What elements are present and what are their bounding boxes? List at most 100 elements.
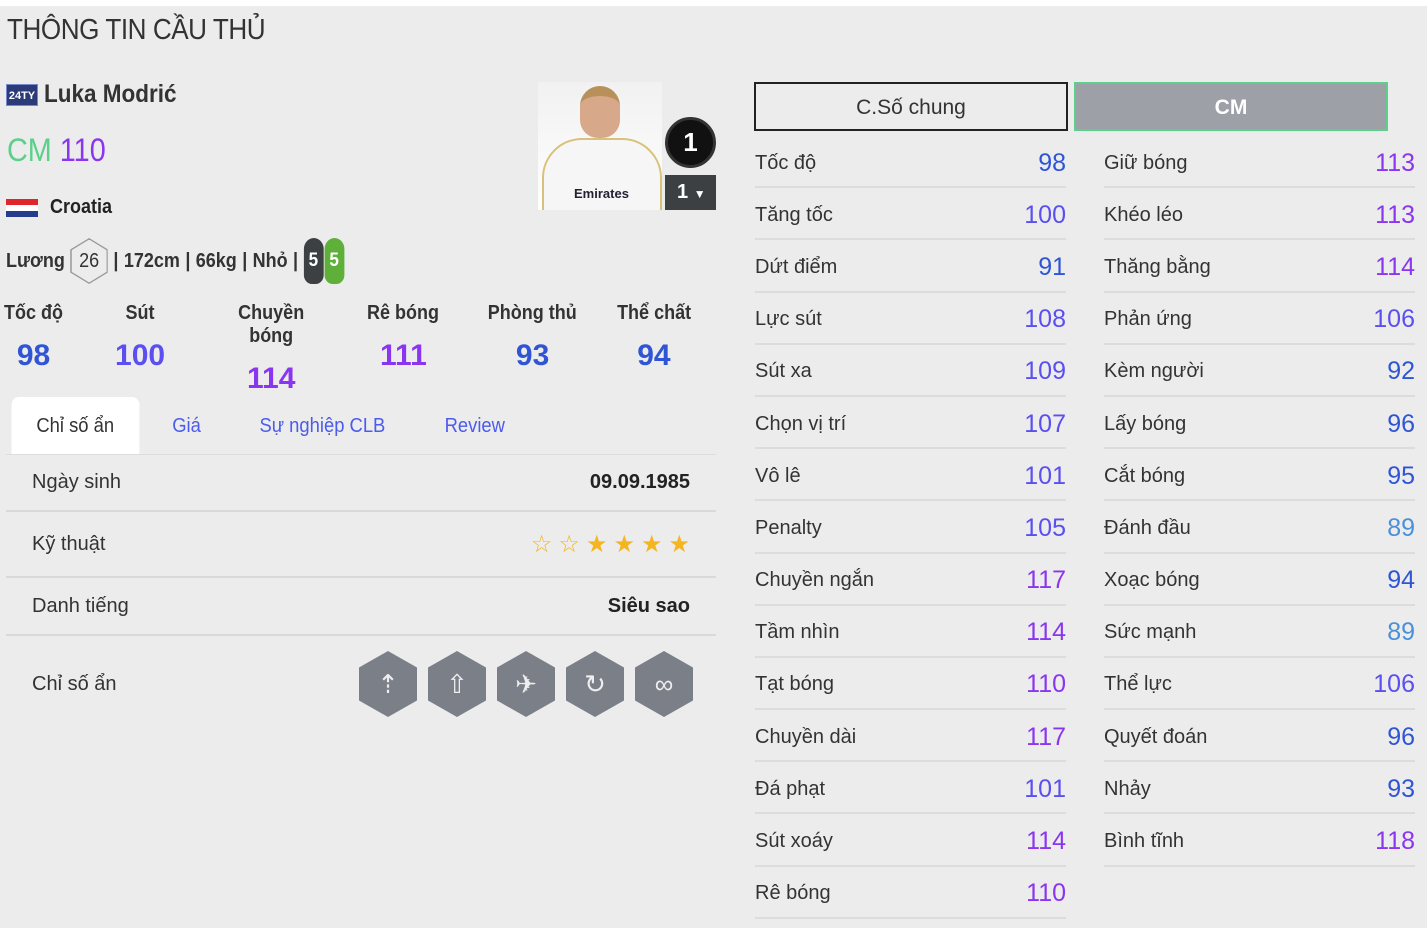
attribute-name: Đánh đầu [1104, 516, 1191, 539]
attribute-row: Sút xoáy 114 [755, 814, 1066, 867]
attribute-value: 93 [1387, 774, 1415, 803]
attribute-value: 109 [1024, 357, 1066, 386]
main-stat: Tốc độ 98 [0, 302, 67, 396]
attribute-value: 101 [1024, 774, 1066, 803]
attribute-name: Dứt điểm [755, 255, 838, 278]
attribute-name: Chuyền ngắn [755, 569, 874, 592]
player-name: Luka Modrić [44, 80, 177, 108]
attribute-row: Rê bóng 110 [755, 867, 1066, 919]
attribute-name: Lực sút [755, 308, 822, 331]
attribute-row: Bình tĩnh 118 [1104, 814, 1415, 867]
reputation: Siêu sao [607, 594, 690, 617]
birth-label: Ngày sinh [32, 471, 121, 493]
attribute-name: Penalty [755, 516, 822, 539]
skill-stars: ☆ ☆ ★ ★ ★ ★ [525, 530, 690, 559]
tab-2[interactable]: Sự nghiệp CLB [259, 415, 385, 437]
main-stat-value: 98 [16, 339, 51, 372]
player-photo: Emirates [538, 82, 662, 210]
attribute-row: Chuyền dài 117 [755, 710, 1066, 763]
weight: 66kg [195, 249, 237, 272]
attribute-value: 117 [1026, 566, 1066, 595]
hidden-stats-row: Chỉ số ẩn ⇡ ⇧ ✈ ↻ ∞ [6, 636, 716, 732]
main-stat-label: Tốc độ [4, 302, 64, 324]
main-stat-value: 114 [247, 362, 296, 395]
reputation-row: Danh tiếng Siêu sao [6, 578, 716, 636]
attribute-name: Sút xa [755, 360, 812, 383]
tab-0[interactable]: Chỉ số ẩn [11, 397, 139, 454]
main-stat-label: Phòng thủ [488, 302, 578, 324]
outside-foot-shot-icon[interactable]: ↻ [566, 651, 624, 717]
main-stat-label: Thể chất [616, 302, 691, 324]
nation: Croatia [50, 196, 113, 218]
attribute-name: Thăng bằng [1104, 255, 1211, 278]
attribute-row: Sức mạnh 89 [1104, 606, 1415, 658]
attribute-value: 118 [1375, 827, 1415, 856]
general-stats-button[interactable]: C.Số chung [754, 82, 1068, 131]
birth-date: 09.09.1985 [589, 471, 690, 493]
attribute-row: Penalty 105 [755, 501, 1066, 554]
main-stat-value: 100 [115, 339, 166, 372]
attribute-row: Sút xa 109 [755, 345, 1066, 397]
season-badge: 24TY [6, 84, 38, 106]
attribute-name: Giữ bóng [1104, 151, 1188, 174]
attribute-row: Thể lực 106 [1104, 658, 1415, 711]
star-empty-icon: ☆ [558, 530, 580, 558]
finesse-shot-icon[interactable]: ⇧ [428, 651, 486, 717]
attribute-row: Khéo léo 113 [1104, 188, 1415, 241]
skill-row: Kỹ thuật ☆ ☆ ★ ★ ★ ★ [6, 512, 716, 578]
attribute-row: Đá phạt 101 [755, 762, 1066, 815]
attribute-row: Tăng tốc 100 [755, 188, 1066, 241]
attribute-name: Sút xoáy [755, 830, 833, 853]
long-shot-taker-icon[interactable]: ⇡ [359, 651, 417, 717]
main-stat-value: 94 [637, 339, 671, 372]
main-stat: Sút 100 [67, 302, 213, 396]
position-stats-button[interactable]: CM [1074, 82, 1388, 131]
attribute-value: 106 [1373, 670, 1415, 699]
attribute-value: 110 [1026, 670, 1066, 699]
attribute-name: Phản ứng [1104, 308, 1192, 331]
skill-label: Kỹ thuật [32, 532, 106, 555]
jersey-level-badge: 1 [665, 117, 716, 168]
right-foot-icon: 5 [324, 238, 345, 284]
attribute-row: Đánh đầu 89 [1104, 501, 1415, 554]
birth-row: Ngày sinh 09.09.1985 [6, 455, 716, 512]
attribute-value: 96 [1387, 409, 1415, 438]
main-stat: Rê bóng 111 [329, 302, 477, 396]
attribute-row: Chọn vị trí 107 [755, 397, 1066, 450]
power-header-icon[interactable]: ✈ [497, 651, 555, 717]
main-stat-value: 111 [380, 339, 427, 372]
attribute-row: Vô lê 101 [755, 449, 1066, 502]
star-empty-icon: ☆ [530, 530, 553, 558]
attribute-name: Tầm nhìn [755, 621, 840, 644]
attribute-row: Chuyền ngắn 117 [755, 554, 1066, 606]
star-filled-icon: ★ [640, 530, 663, 558]
main-stat-label: Rê bóng [367, 302, 440, 324]
playmaker-icon[interactable]: ∞ [635, 651, 693, 717]
star-filled-icon: ★ [613, 530, 635, 558]
attribute-name: Tạt bóng [755, 673, 834, 696]
main-stats: Tốc độ 98 Sút 100 Chuyền bóng 114 Rê bóng 111 Ph… [0, 302, 720, 396]
position-rating: CM 110 [7, 132, 106, 169]
salary: 26 [79, 249, 100, 272]
attribute-name: Vô lê [755, 464, 801, 487]
upgrade-level: 1 [677, 181, 689, 203]
attribute-value: 113 [1375, 200, 1415, 229]
position: CM [7, 132, 52, 168]
upgrade-level-select[interactable]: 1 ▼ [665, 175, 716, 210]
attribute-value: 92 [1387, 357, 1415, 386]
height: 172cm [123, 249, 180, 272]
hidden-label: Chỉ số ẩn [32, 672, 117, 695]
attribute-value: 113 [1375, 148, 1415, 177]
attribute-value: 110 [1026, 879, 1066, 908]
attribute-row: Dứt điểm 91 [755, 240, 1066, 293]
attribute-value: 89 [1387, 513, 1415, 542]
reputation-label: Danh tiếng [32, 594, 129, 617]
attribute-value: 117 [1026, 722, 1066, 751]
attribute-row: Xoạc bóng 94 [1104, 554, 1415, 606]
tab-1[interactable]: Giá [171, 415, 201, 437]
attributes-left: Tốc độ 98 Tăng tốc 100 Dứt điểm 91 Lực sút 108 S… [755, 136, 1066, 919]
tab-3[interactable]: Review [445, 415, 506, 437]
salary-label: Lương [6, 249, 65, 272]
main-stat-label: Sút [125, 302, 155, 324]
